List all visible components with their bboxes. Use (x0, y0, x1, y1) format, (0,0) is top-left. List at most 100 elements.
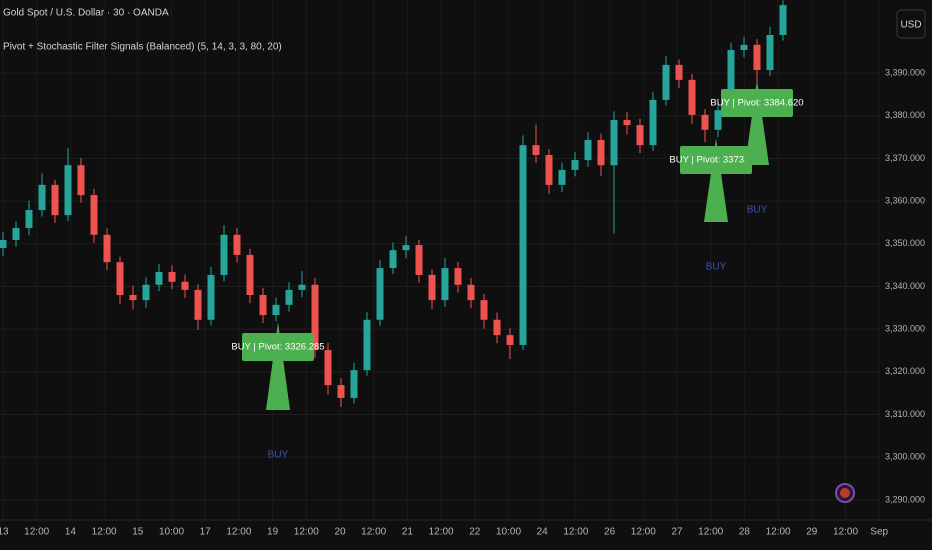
y-tick-label: 3,370.000 (885, 153, 925, 163)
candle-body (467, 284, 475, 301)
candle-body (181, 281, 189, 290)
candle-body (519, 145, 527, 345)
y-tick-label: 3,290.000 (885, 494, 925, 504)
y-tick-label: 3,330.000 (885, 324, 925, 334)
signal-label: BUY | Pivot: 3326.285 (231, 342, 324, 353)
candle-body (142, 284, 150, 301)
candle-body (623, 119, 631, 126)
candle-body (376, 268, 384, 320)
candle-body (558, 169, 566, 185)
candle-body (38, 184, 46, 211)
candle-body (675, 64, 683, 80)
candle-body (506, 335, 514, 345)
x-tick-label: 12:00 (698, 527, 723, 538)
candle-body (454, 268, 462, 285)
candle-body (77, 165, 85, 196)
signal-arrow (266, 322, 290, 410)
candle-body (233, 234, 241, 255)
x-tick-label: 12:00 (563, 527, 588, 538)
x-tick-label: 12:00 (833, 527, 858, 538)
x-tick-label: 12:00 (92, 527, 117, 538)
candle-body (298, 284, 306, 290)
x-tick-label: 22 (469, 527, 481, 538)
candle-body (701, 114, 709, 130)
candle-body (129, 295, 137, 301)
candle-body (389, 250, 397, 269)
x-tick-label: 14 (65, 527, 77, 538)
x-tick-label: 12:00 (226, 527, 251, 538)
x-tick-label: Sep (870, 527, 888, 538)
x-tick-label: 24 (537, 527, 549, 538)
candle-body (155, 271, 163, 285)
x-tick-label: 20 (334, 527, 346, 538)
candle-body (662, 64, 670, 100)
y-tick-label: 3,360.000 (885, 195, 925, 205)
candle-body (337, 385, 345, 398)
candle-body (51, 184, 59, 216)
candle-body (740, 44, 748, 50)
signal-arrow (745, 80, 769, 165)
candle-body (285, 289, 293, 305)
candle-body (207, 274, 215, 320)
x-tick-label: 10:00 (496, 527, 521, 538)
candle-body (194, 289, 202, 320)
candle-body (441, 268, 449, 301)
x-tick-label: 29 (806, 527, 818, 538)
candle-body (0, 239, 7, 249)
candle-body (688, 79, 696, 115)
candle-body (311, 284, 319, 351)
candle-body (90, 195, 98, 235)
candle-body (415, 245, 423, 275)
currency-button[interactable] (896, 9, 926, 39)
x-tick-label: 19 (267, 527, 279, 538)
signal-box (242, 333, 314, 361)
candle-body (428, 274, 436, 301)
y-tick-label: 3,390.000 (885, 67, 925, 77)
candle-body (714, 110, 722, 130)
y-tick-label: 3,350.000 (885, 238, 925, 248)
annotations: BUY | Pivot: 3326.285 BUY BUY | Pivot: 337… (231, 80, 804, 461)
x-tick-label: 13 (0, 527, 9, 538)
candle-body (350, 370, 358, 398)
candle-body (597, 140, 605, 166)
candle-body (610, 119, 618, 166)
indicator-title: Pivot + Stochastic Filter Signals (Balan… (3, 42, 282, 53)
candle-body (25, 210, 33, 228)
x-tick-label: 27 (671, 527, 683, 538)
signal-box (680, 146, 752, 174)
event-icon-flag (840, 488, 850, 498)
candle-body (12, 227, 20, 240)
signal-arrow (704, 138, 728, 222)
signal-text: BUY (747, 205, 768, 216)
candle-body (571, 160, 579, 170)
candle-body (480, 300, 488, 320)
currency-label[interactable]: USD (900, 20, 921, 31)
candle-body (753, 44, 761, 71)
signal-label: BUY | Pivot: 3373.750 (669, 155, 762, 166)
x-tick-label: 12:00 (294, 527, 319, 538)
candle-body (727, 49, 735, 111)
signal-text: BUY (706, 262, 727, 273)
candle-body (324, 350, 332, 386)
x-tick-label: 12:00 (631, 527, 656, 538)
candle-body (402, 245, 410, 251)
candle-body (584, 140, 592, 161)
y-tick-label: 3,340.000 (885, 281, 925, 291)
x-tick-label: 21 (402, 527, 414, 538)
candle-body (246, 254, 254, 296)
candles (0, 0, 787, 407)
candle-body (636, 125, 644, 146)
x-tick-label: 12:00 (766, 527, 791, 538)
x-tick-label: 12:00 (24, 527, 49, 538)
x-tick-label: 12:00 (361, 527, 386, 538)
candle-body (779, 5, 787, 36)
y-tick-label: 3,300.000 (885, 452, 925, 462)
signal-label: BUY | Pivot: 3384.620 (710, 98, 803, 109)
candle-body (649, 99, 657, 146)
candle-body (532, 145, 540, 155)
chart-title: Gold Spot / U.S. Dollar · 30 · OANDA (3, 8, 169, 19)
candle-body (259, 295, 267, 316)
